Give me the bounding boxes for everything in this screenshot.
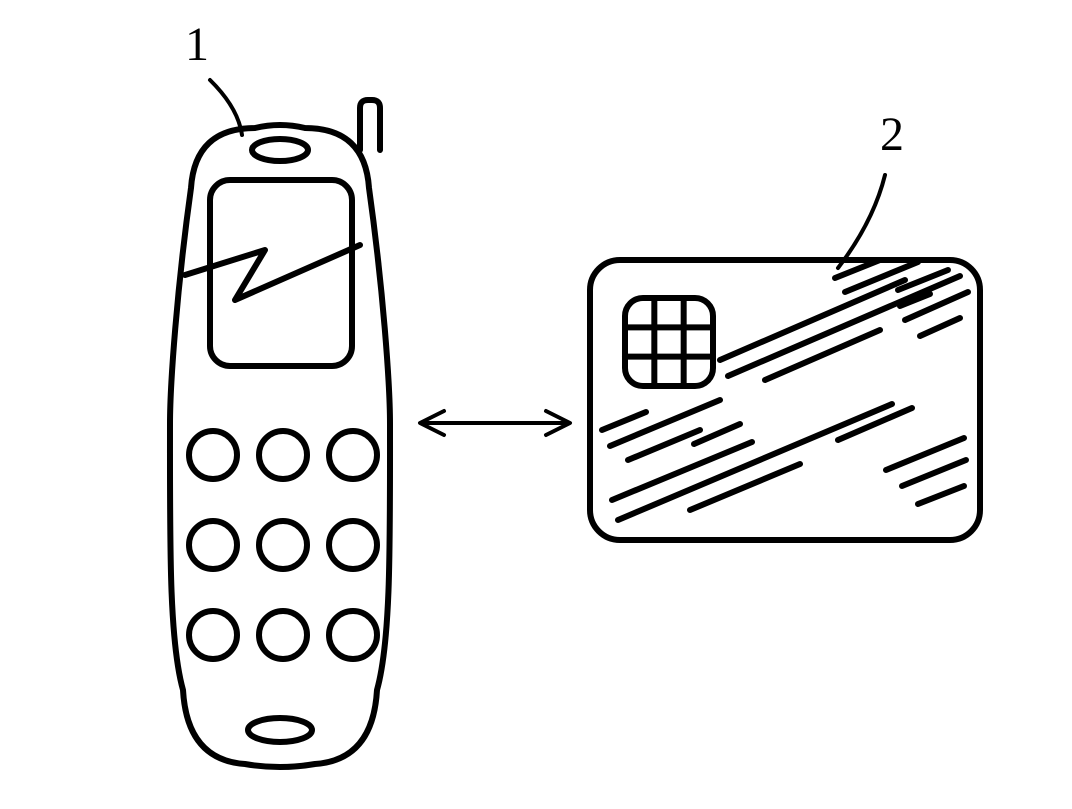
- phone-key: [259, 431, 307, 479]
- card-shine: [902, 460, 966, 486]
- phone-earpiece: [252, 139, 308, 161]
- reference-label: 1: [185, 18, 242, 135]
- phone-key: [329, 521, 377, 569]
- phone-antenna: [360, 100, 380, 150]
- card-shine: [920, 318, 960, 336]
- phone-key: [189, 611, 237, 659]
- card-chip: [625, 298, 713, 386]
- card-shine: [602, 412, 646, 430]
- figure-svg: 12: [0, 0, 1072, 809]
- phone-key: [189, 431, 237, 479]
- label-number: 1: [185, 18, 209, 71]
- phone-key: [329, 611, 377, 659]
- phone-key: [189, 521, 237, 569]
- card-shine: [720, 280, 905, 360]
- figure-canvas: 12: [0, 0, 1072, 809]
- card-shine: [690, 464, 800, 510]
- phone-key: [329, 431, 377, 479]
- card-shine: [694, 424, 740, 444]
- phone-mic: [248, 718, 312, 742]
- reference-label: 2: [838, 108, 904, 268]
- card-shine: [918, 486, 964, 504]
- leader-line: [838, 175, 885, 268]
- card-body: [590, 260, 980, 540]
- phone-key: [259, 521, 307, 569]
- label-number: 2: [880, 108, 904, 161]
- phone-body: [170, 125, 390, 767]
- smart-card: [590, 260, 980, 540]
- card-shine: [618, 404, 892, 520]
- phone-device: [170, 100, 390, 767]
- phone-key: [259, 611, 307, 659]
- bidirectional-arrow: [420, 411, 570, 435]
- phone-screen: [210, 180, 352, 366]
